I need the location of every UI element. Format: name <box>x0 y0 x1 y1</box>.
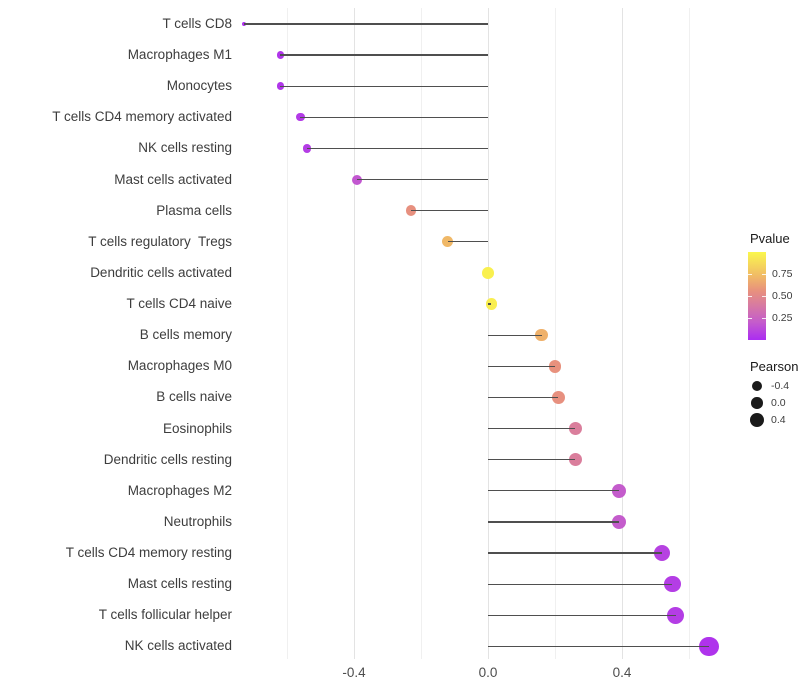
gridline-major <box>622 8 623 659</box>
y-axis-label: T cells regulatory Tregs <box>88 233 232 249</box>
y-axis-label: Monocytes <box>166 78 232 94</box>
y-axis-label: B cells naive <box>156 389 232 405</box>
lollipop-stem <box>488 645 710 648</box>
x-tick-label: 0.0 <box>478 665 498 680</box>
lollipop-dot <box>535 328 548 342</box>
lollipop-stem <box>300 116 488 119</box>
lollipop-stem <box>357 178 488 181</box>
gridline-minor <box>421 8 422 659</box>
lollipop-stem <box>243 23 488 25</box>
gridline-minor <box>689 8 690 659</box>
lollipop-dot <box>442 236 454 248</box>
gridline-major <box>354 8 355 659</box>
x-tick-label: 0.4 <box>612 665 632 680</box>
pvalue-tick-label: 0.25 <box>772 312 793 324</box>
y-axis-label: Plasma cells <box>156 202 232 218</box>
lollipop-stem <box>488 583 673 585</box>
y-axis-label: NK cells resting <box>138 140 232 156</box>
pvalue-tick-mark <box>762 274 766 275</box>
pvalue-tick-mark <box>748 274 752 275</box>
lollipop-dot <box>568 422 582 436</box>
lollipop-stem <box>488 396 559 399</box>
pvalue-legend-title: Pvalue <box>750 231 790 246</box>
lollipop-dot <box>482 267 494 279</box>
lollipop-stem <box>488 552 663 554</box>
lollipop-dot <box>568 453 582 467</box>
y-axis-label: Macrophages M2 <box>127 482 232 498</box>
y-axis-label: T cells CD8 <box>162 16 232 31</box>
lollipop-stem <box>488 427 576 430</box>
y-axis-label: Mast cells resting <box>127 576 232 592</box>
pearson-legend-dot <box>751 397 763 409</box>
y-axis-label: T cells CD4 memory activated <box>52 109 232 125</box>
lollipop-dot <box>611 483 626 498</box>
y-axis-label: Neutrophils <box>163 513 232 529</box>
lollipop-dot <box>352 174 363 185</box>
pvalue-tick-mark <box>762 296 766 297</box>
lollipop-stem <box>488 334 542 336</box>
pearson-legend-label: -0.4 <box>771 380 790 392</box>
y-axis-label: T cells follicular helper <box>98 607 232 623</box>
y-axis-label: Macrophages M1 <box>127 47 232 63</box>
lollipop-stem <box>488 459 576 461</box>
pvalue-tick-mark <box>748 318 752 319</box>
lollipop-stem <box>488 303 492 305</box>
lollipop-dot <box>699 636 719 657</box>
lollipop-stem <box>488 490 619 492</box>
lollipop-dot <box>611 514 626 530</box>
y-axis-label: Dendritic cells activated <box>90 264 232 280</box>
lollipop-stem <box>307 147 488 150</box>
lollipop-stem <box>488 521 619 523</box>
lollipop-stem <box>280 85 488 87</box>
y-axis-label: Macrophages M0 <box>127 358 232 374</box>
lollipop-dot <box>654 545 671 562</box>
lollipop-stem <box>488 614 676 616</box>
gridline-major <box>488 8 489 659</box>
y-axis-label: Dendritic cells resting <box>103 451 232 467</box>
lollipop-stem <box>410 210 488 212</box>
gridline-minor <box>287 8 288 659</box>
lollipop-stem <box>488 365 555 367</box>
lollipop-stem <box>447 241 488 243</box>
y-axis-label: Mast cells activated <box>114 171 232 187</box>
y-axis-label: T cells CD4 naive <box>126 296 232 312</box>
lollipop-dot <box>664 575 681 593</box>
lollipop-dot <box>667 606 685 624</box>
pvalue-tick-label: 0.50 <box>772 290 793 302</box>
pearson-legend-label: 0.4 <box>771 414 786 426</box>
y-axis-label: B cells memory <box>139 327 232 343</box>
pearson-legend-dot <box>752 381 762 391</box>
y-axis-label: T cells CD4 memory resting <box>65 545 232 561</box>
pvalue-tick-label: 0.75 <box>772 268 793 280</box>
y-axis-label: Eosinophils <box>162 420 232 436</box>
pvalue-tick-mark <box>762 318 766 319</box>
pearson-legend-label: 0.0 <box>771 397 786 409</box>
pearson-legend-title: Pearson <box>750 359 799 374</box>
lollipop-stem <box>280 54 488 56</box>
pvalue-colorbar <box>748 252 766 340</box>
x-tick-label: -0.4 <box>342 665 366 680</box>
pearson-legend-dot <box>749 412 765 428</box>
y-axis-label: NK cells activated <box>124 638 232 654</box>
gridline-minor <box>555 8 556 659</box>
pvalue-tick-mark <box>748 296 752 297</box>
